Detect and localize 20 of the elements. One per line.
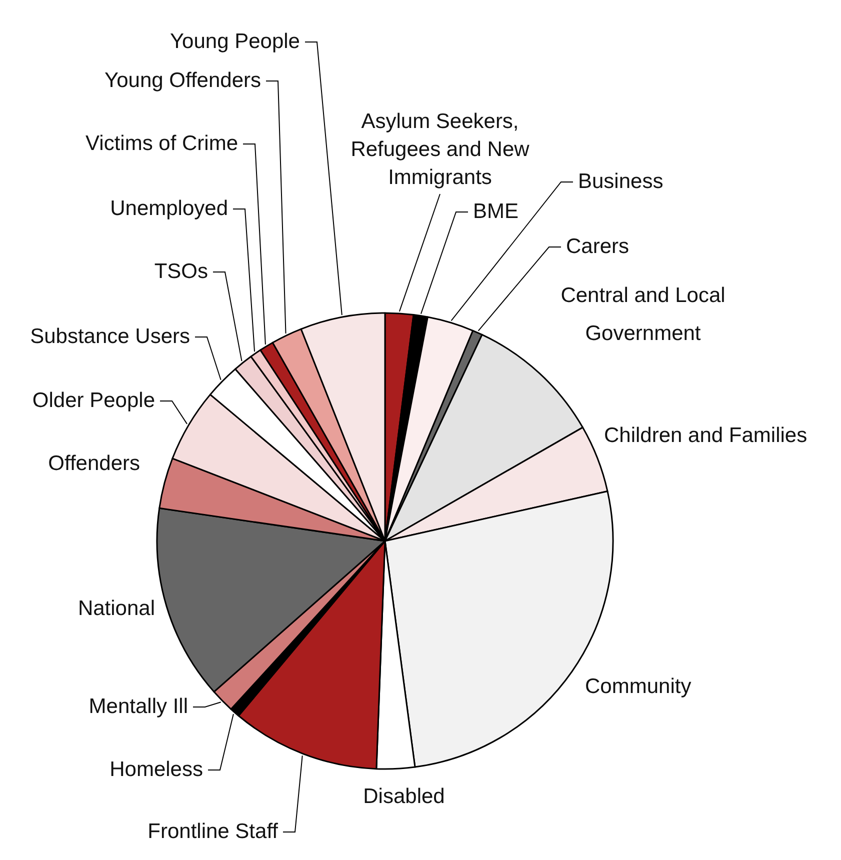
slice-label: Frontline Staff bbox=[148, 820, 278, 843]
slice-label: Victims of Crime bbox=[86, 132, 238, 155]
slice-label: Carers bbox=[566, 235, 630, 258]
slice-label: Asylum Seekers, Refugees and New Immigrants bbox=[350, 110, 530, 189]
slice-label: Young Offenders bbox=[104, 69, 261, 92]
slice-label: Mentally Ill bbox=[88, 695, 188, 718]
slice-label: TSOs bbox=[154, 260, 208, 283]
slice-label: Central and Local Government bbox=[560, 284, 726, 345]
slice-label: Homeless bbox=[110, 758, 203, 781]
slice-label: Unemployed bbox=[110, 197, 228, 220]
slice-label: National bbox=[78, 597, 155, 620]
slice-label: Children and Families bbox=[604, 424, 808, 447]
slice-label: Community bbox=[585, 675, 692, 698]
slice-label: Young People bbox=[170, 30, 300, 53]
slice-label: BME bbox=[473, 200, 519, 223]
slice-label: Older People bbox=[32, 389, 155, 412]
slice-label: Substance Users bbox=[30, 325, 190, 348]
slice-label: Disabled bbox=[363, 785, 445, 808]
slice-label: Business bbox=[578, 170, 664, 193]
slice-label: Offenders bbox=[48, 452, 140, 475]
